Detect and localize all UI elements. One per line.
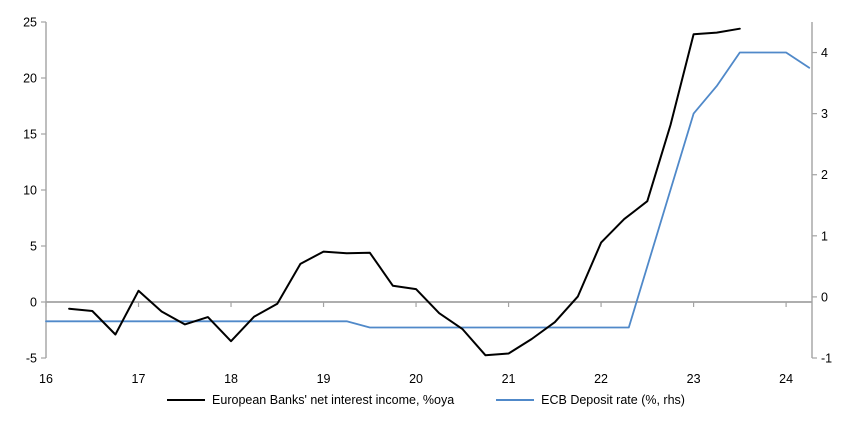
legend-line-swatch-blue (496, 399, 535, 401)
x-tick-label: 23 (687, 372, 701, 386)
left-tick-label: -5 (26, 352, 37, 366)
right-tick-label: 0 (821, 290, 828, 304)
left-tick-label: 0 (30, 296, 37, 310)
x-tick-label: 22 (594, 372, 608, 386)
right-tick-label: 1 (821, 229, 828, 243)
chart-legend: European Banks' net interest income, %oy… (0, 393, 852, 407)
legend-label-ecb-deposit-rate: ECB Deposit rate (%, rhs) (541, 393, 685, 407)
right-tick-label: -1 (821, 352, 832, 366)
series-line-1 (45, 51, 811, 329)
right-tick-label: 3 (821, 107, 828, 121)
legend-item-ecb-deposit-rate: ECB Deposit rate (%, rhs) (496, 393, 685, 407)
legend-label-net-interest-income: European Banks' net interest income, %oy… (212, 393, 455, 407)
x-tick-label: 24 (779, 372, 793, 386)
x-tick-label: 19 (317, 372, 331, 386)
x-tick-label: 21 (502, 372, 516, 386)
left-tick-label: 5 (30, 240, 37, 254)
right-tick-label: 4 (821, 46, 828, 60)
x-tick-label: 18 (224, 372, 238, 386)
left-tick-label: 20 (23, 72, 37, 86)
legend-line-swatch-black (167, 399, 206, 401)
x-tick-label: 20 (409, 372, 423, 386)
left-tick-label: 25 (23, 16, 37, 30)
x-tick-label: 17 (132, 372, 146, 386)
left-tick-label: 15 (23, 128, 37, 142)
left-tick-label: 10 (23, 184, 37, 198)
series-line-0 (68, 27, 741, 357)
x-tick-label: 16 (39, 372, 53, 386)
right-tick-label: 2 (821, 168, 828, 182)
legend-item-net-interest-income: European Banks' net interest income, %oy… (167, 393, 454, 407)
